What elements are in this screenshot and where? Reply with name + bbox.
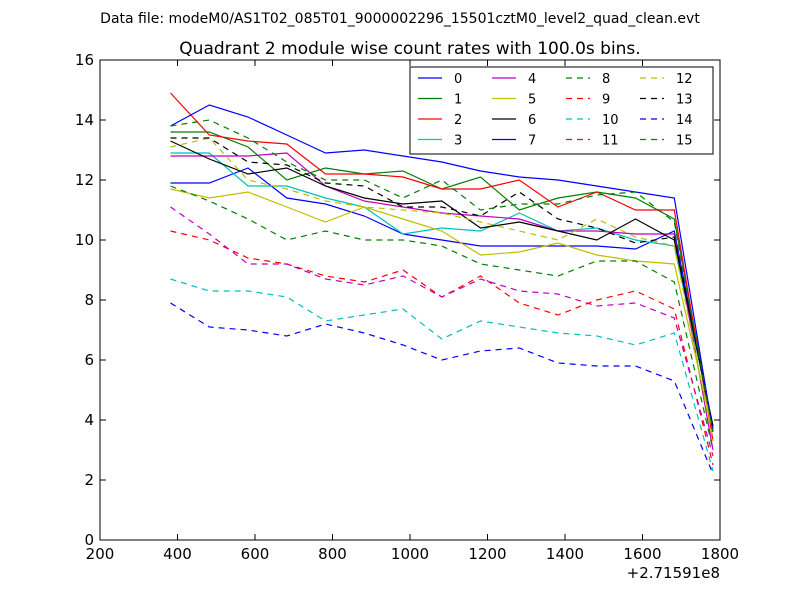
x-tick-label: 1000 [391, 545, 429, 563]
legend-label-0: 0 [454, 72, 462, 87]
x-tick-label: 600 [241, 545, 270, 563]
x-tick-label: 1800 [701, 545, 739, 563]
series-line-5 [170, 188, 714, 433]
y-tick-label: 2 [84, 471, 94, 489]
legend-label-1: 1 [454, 93, 462, 108]
y-tick-label: 8 [84, 291, 94, 309]
series-line-15 [170, 119, 714, 433]
series-line-7 [170, 104, 714, 433]
series-line-0 [170, 167, 714, 430]
legend-label-6: 6 [528, 113, 536, 128]
y-tick-label: 6 [84, 351, 94, 369]
legend-label-13: 13 [676, 93, 693, 108]
legend-label-9: 9 [602, 93, 610, 108]
series-line-12 [170, 137, 714, 442]
x-tick-label: 200 [86, 545, 115, 563]
x-tick-label: 1200 [468, 545, 506, 563]
series-line-10 [170, 278, 714, 472]
legend-label-8: 8 [602, 72, 610, 87]
chart-suptitle: Data file: modeM0/AS1T02_085T01_90000022… [100, 11, 700, 27]
series-line-13 [170, 137, 714, 430]
series-line-11 [170, 206, 714, 457]
y-tick-label: 4 [84, 411, 94, 429]
legend-label-11: 11 [602, 134, 619, 149]
legend-label-3: 3 [454, 134, 462, 149]
x-offset-label: +2.71591e8 [627, 564, 720, 582]
x-tick-label: 1400 [546, 545, 584, 563]
series-line-8 [170, 185, 714, 451]
x-tick-label: 800 [318, 545, 347, 563]
series-layer [170, 92, 714, 475]
plot-frame [99, 59, 721, 541]
y-tick-label: 12 [75, 171, 94, 189]
legend-label-10: 10 [602, 113, 619, 128]
y-tick-label: 10 [75, 231, 94, 249]
y-tick-label: 0 [84, 531, 94, 549]
series-line-3 [170, 152, 714, 427]
legend-label-5: 5 [528, 93, 536, 108]
y-tick-label: 16 [75, 51, 94, 69]
legend-label-7: 7 [528, 134, 536, 149]
legend-label-4: 4 [528, 72, 536, 87]
legend-label-15: 15 [676, 134, 693, 149]
series-line-2 [170, 92, 714, 442]
series-line-6 [170, 140, 714, 427]
x-tick-label: 1600 [623, 545, 661, 563]
chart-title: Quadrant 2 module wise count rates with … [179, 39, 640, 59]
x-tick-label: 400 [163, 545, 192, 563]
series-line-4 [170, 152, 714, 451]
series-line-1 [170, 131, 714, 430]
legend-label-12: 12 [676, 72, 693, 87]
y-tick-label: 14 [75, 111, 94, 129]
ticks-layer: 200 400 600 800 1000 1200 1400 1600 180002468101… [75, 51, 739, 563]
legend-label-2: 2 [454, 113, 462, 128]
series-line-9 [170, 230, 714, 466]
series-line-14 [170, 302, 714, 475]
legend-label-14: 14 [676, 113, 693, 128]
